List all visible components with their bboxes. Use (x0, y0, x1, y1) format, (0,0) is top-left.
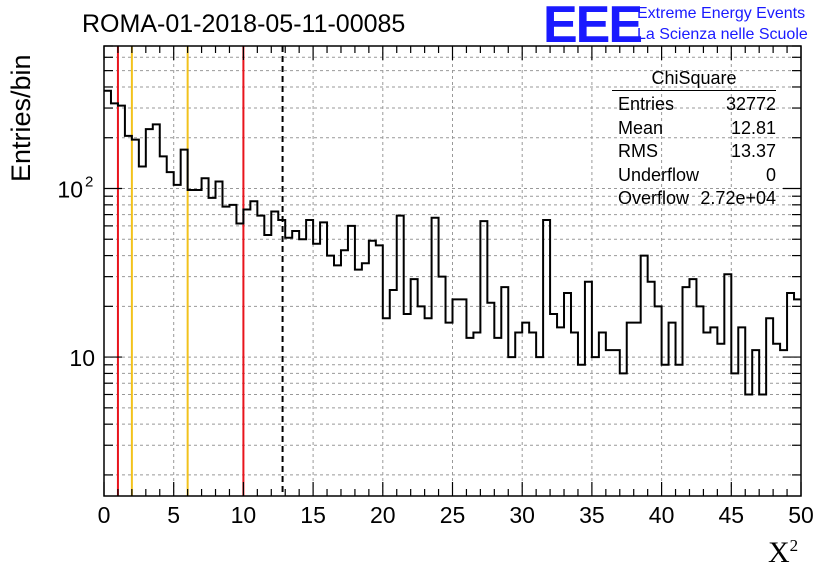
stats-value: 32772 (725, 94, 776, 114)
x-tick-label: 5 (167, 502, 180, 528)
stats-row: Mean 12.81 (612, 117, 776, 141)
x-axis-label-superscript: 2 (789, 536, 799, 555)
x-tick-label: 10 (231, 502, 257, 528)
y-tick-label-exponent: 2 (85, 173, 93, 190)
histogram-series (104, 89, 801, 396)
logo-line-2: La Scienza nelle Scuole (637, 26, 808, 43)
stats-label: Mean (618, 117, 664, 138)
x-tick-label: 20 (370, 502, 396, 528)
x-tick-label: 35 (579, 502, 605, 528)
stats-value: 2.72e+04 (700, 188, 776, 208)
y-tick-label: 10 (69, 345, 95, 371)
stats-row: Underflow 0 (612, 164, 776, 188)
eee-logo: EEE (543, 0, 643, 54)
stats-row: Entries 32772 (612, 93, 776, 117)
logo-line-1: Extreme Energy Events (637, 5, 806, 22)
stats-label: Overflow (618, 188, 690, 208)
stats-row: RMS 13.37 (612, 140, 776, 164)
x-tick-label: 40 (649, 502, 675, 528)
stats-value: 0 (765, 164, 776, 185)
chart-title: ROMA-01-2018-05-11-00085 (82, 10, 406, 38)
y-axis-label: Entries/bin (6, 54, 36, 182)
stats-label: RMS (618, 141, 658, 161)
x-tick-label: 50 (788, 502, 814, 528)
x-tick-label: 45 (719, 502, 745, 528)
stats-value: 12.81 (730, 117, 776, 138)
stats-title: ChiSquare (612, 68, 776, 91)
x-axis-label: X2 (768, 536, 798, 570)
x-tick-label: 25 (440, 502, 466, 528)
stats-label: Entries (618, 94, 675, 114)
x-axis-label-base: X (768, 536, 790, 569)
stats-row: Overflow 2.72e+04 (612, 187, 776, 211)
stats-label: Underflow (618, 164, 700, 185)
y-tick-label: 10 (57, 176, 83, 202)
stats-value: 13.37 (730, 141, 776, 161)
stats-box: ChiSquare Entries 32772 Mean 12.81 RMS 13.3… (612, 68, 776, 211)
x-tick-label: 30 (509, 502, 535, 528)
x-tick-label: 15 (300, 502, 326, 528)
x-tick-label: 0 (98, 502, 111, 528)
eee-logo-text: Extreme Energy Events La Scienza nelle S… (637, 3, 808, 45)
